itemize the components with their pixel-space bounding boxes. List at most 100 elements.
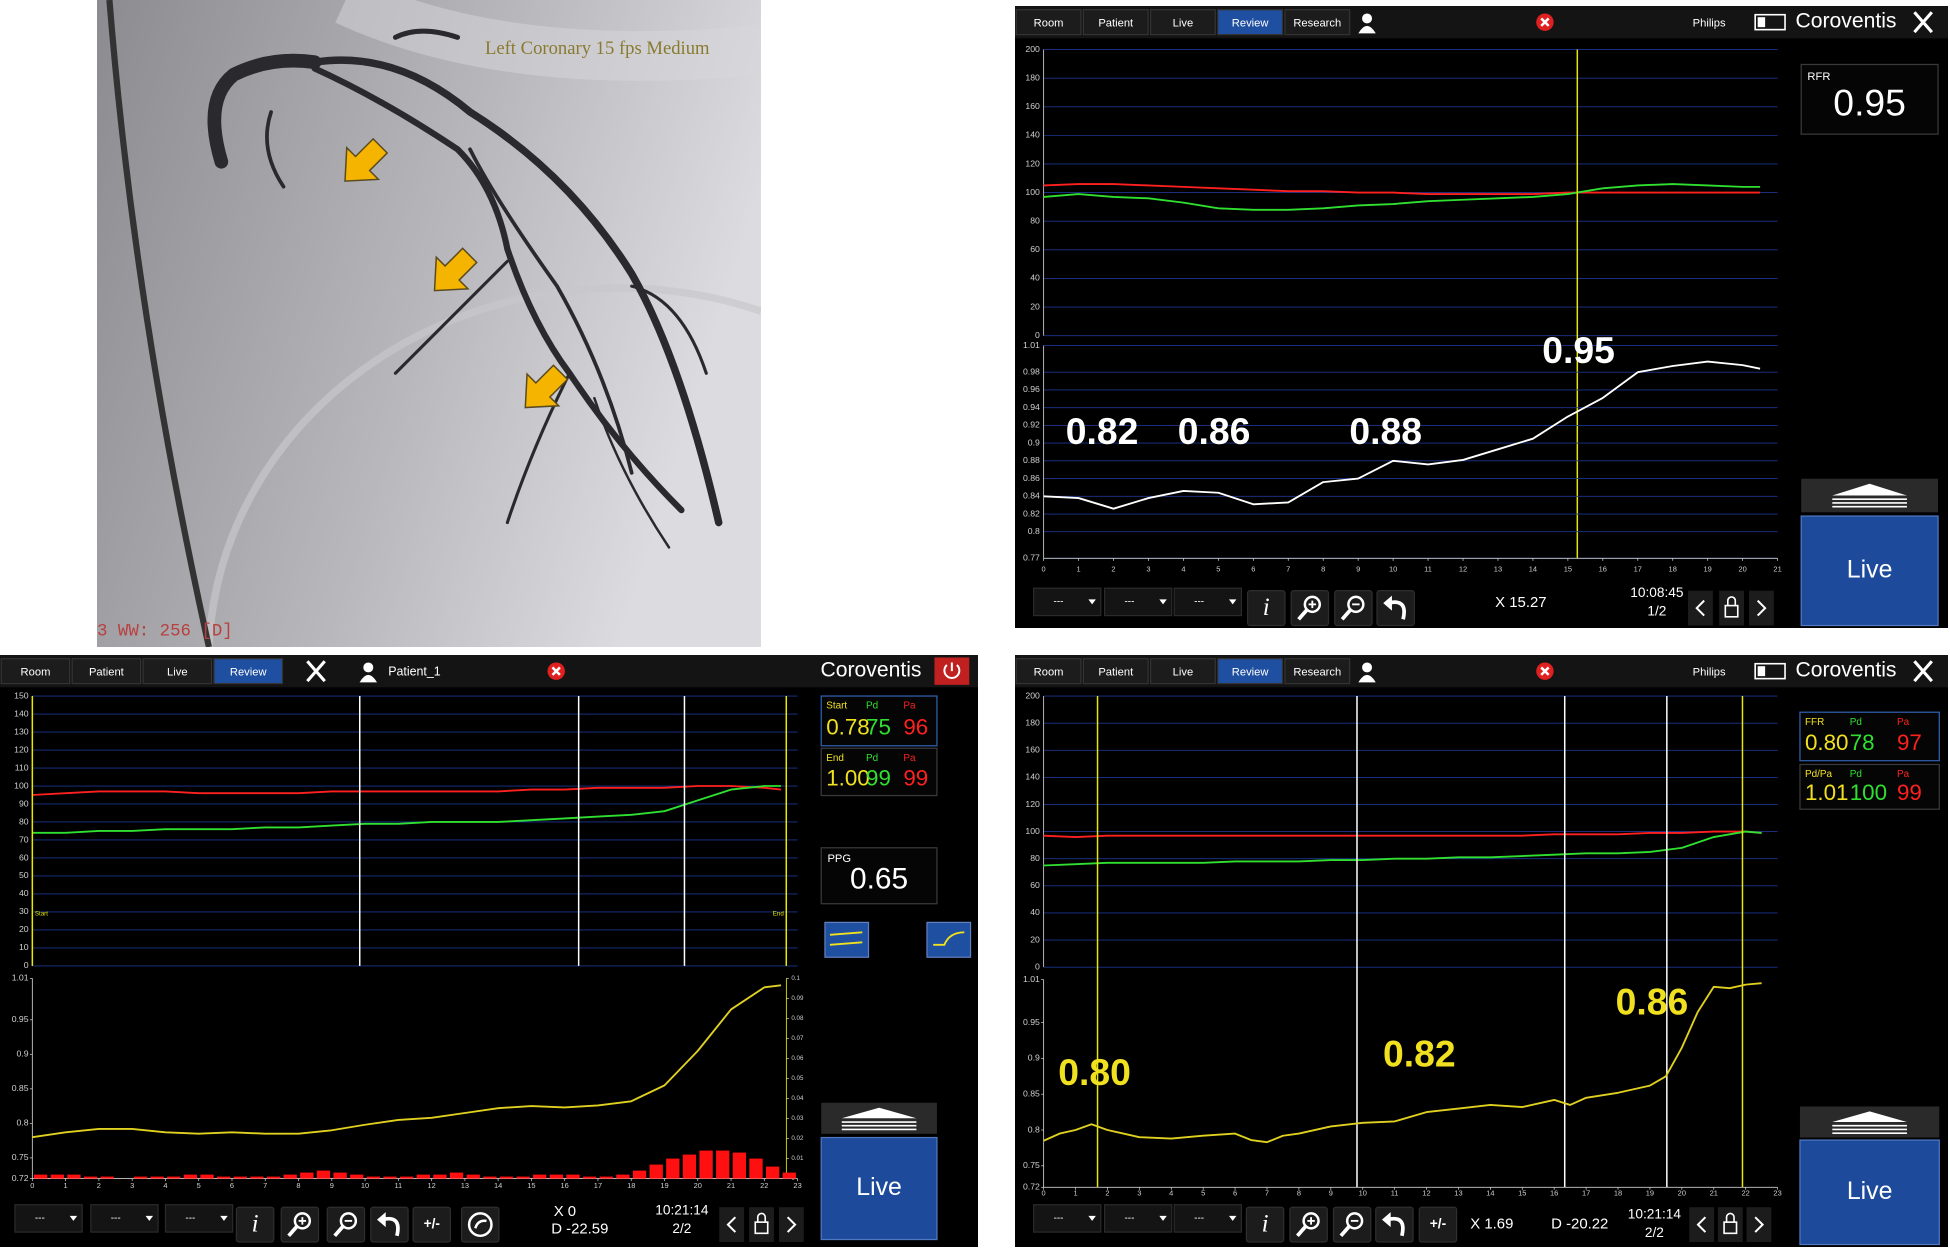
- settings-icon[interactable]: [1913, 660, 1933, 683]
- toolbar-button[interactable]: [1247, 590, 1286, 627]
- x-tick-label: 19: [660, 1181, 668, 1190]
- toolbar-button[interactable]: [280, 1206, 320, 1243]
- prev-button[interactable]: [1688, 590, 1713, 626]
- bar: [666, 1158, 680, 1179]
- lock-button[interactable]: [749, 1207, 774, 1243]
- settings-icon[interactable]: [1913, 11, 1933, 34]
- tab[interactable]: [0, 658, 71, 685]
- power-button[interactable]: [934, 657, 970, 685]
- toolbar-button[interactable]: [1289, 1206, 1328, 1243]
- x-tick-label: 0: [1042, 565, 1046, 574]
- next-button[interactable]: [778, 1207, 804, 1243]
- bar: [167, 1176, 181, 1179]
- value-box: [1799, 763, 1940, 810]
- y2-tick-label: 0.08: [791, 1015, 804, 1022]
- lock-button[interactable]: [1719, 590, 1744, 626]
- x-tick-label: 10: [1389, 565, 1397, 574]
- toolbar-button[interactable]: [1376, 590, 1415, 627]
- bar: [283, 1174, 297, 1179]
- x-tick-label: 18: [627, 1181, 635, 1190]
- y-tick-label: 0.85: [1023, 1088, 1040, 1098]
- tab[interactable]: [1015, 9, 1082, 36]
- toolbar-button[interactable]: [461, 1206, 500, 1243]
- dropdown[interactable]: [90, 1204, 159, 1233]
- tab[interactable]: [1217, 658, 1284, 685]
- toolbar-button[interactable]: [1375, 1206, 1414, 1243]
- tab[interactable]: [1284, 9, 1351, 36]
- toolbar-button[interactable]: [235, 1206, 275, 1243]
- y-tick-label: 80: [19, 816, 29, 826]
- dropdown[interactable]: [1033, 587, 1102, 617]
- tab[interactable]: [1149, 9, 1216, 36]
- toolbar-button[interactable]: [412, 1206, 452, 1243]
- mode-button[interactable]: [824, 921, 870, 958]
- toolbar-button[interactable]: [326, 1206, 366, 1243]
- value: 0.78: [826, 714, 870, 739]
- user-icon: [1362, 662, 1373, 673]
- acquisition-caption: Left Coronary 15 fps Medium: [485, 38, 710, 59]
- dropdown[interactable]: [1103, 587, 1173, 617]
- toolbar-button[interactable]: [1290, 590, 1330, 627]
- bar: [200, 1174, 214, 1179]
- x-tick-label: 15: [1518, 1188, 1526, 1197]
- toolbar-button[interactable]: [1418, 1206, 1458, 1243]
- live-button[interactable]: [820, 1136, 938, 1241]
- value: 0.95: [1833, 81, 1906, 123]
- dropdown[interactable]: [1033, 1204, 1102, 1233]
- prev-button[interactable]: [719, 1207, 745, 1243]
- mode-button[interactable]: [926, 921, 972, 958]
- tab[interactable]: [142, 658, 213, 685]
- bar: [366, 1176, 381, 1179]
- tab-label: Patient: [1098, 17, 1134, 29]
- series-line: [1043, 830, 1762, 867]
- vendor: Philips: [1693, 17, 1726, 29]
- value-box: [1800, 63, 1939, 135]
- x-tick-label: 13: [1494, 565, 1502, 574]
- heart-contour: [205, 284, 761, 647]
- tab[interactable]: [71, 658, 142, 685]
- arrows: [344, 137, 569, 409]
- redo-arrow: [474, 1219, 487, 1229]
- tab[interactable]: [1217, 9, 1284, 36]
- dropdown[interactable]: [164, 1204, 234, 1233]
- y-tick-label: 0.75: [1023, 1160, 1040, 1170]
- bar: [466, 1174, 480, 1179]
- bar: [582, 1176, 597, 1179]
- dropdown[interactable]: [1103, 1204, 1173, 1233]
- tab[interactable]: [1082, 658, 1149, 685]
- dropdown[interactable]: [1173, 587, 1243, 617]
- toolbar-button[interactable]: [1332, 1206, 1372, 1243]
- dropdown-value: ---: [185, 1213, 195, 1224]
- y-tick-label: 0.77: [1023, 553, 1040, 563]
- tab[interactable]: [1082, 9, 1149, 36]
- tab[interactable]: [1149, 658, 1216, 685]
- tab[interactable]: [1015, 658, 1082, 685]
- tab[interactable]: [213, 658, 284, 685]
- toolbar-button[interactable]: [370, 1206, 409, 1243]
- next-button[interactable]: [1748, 590, 1774, 626]
- dropdown[interactable]: [14, 1204, 83, 1233]
- zoom-lens: [1345, 1212, 1364, 1230]
- settings-icon[interactable]: [306, 660, 326, 683]
- live-button[interactable]: [1800, 515, 1939, 627]
- x-tick-label: 7: [263, 1181, 267, 1190]
- dropdown[interactable]: [1173, 1204, 1243, 1233]
- toolbar-button[interactable]: [1245, 1206, 1285, 1243]
- bar: [67, 1174, 81, 1179]
- y2-tick-label: 0.03: [791, 1115, 804, 1122]
- toolbar-button[interactable]: [1334, 590, 1373, 627]
- x-tick-label: 17: [1634, 565, 1642, 574]
- y2-tick-label: 0.06: [791, 1055, 804, 1062]
- bar: [616, 1174, 630, 1179]
- bar: [549, 1174, 564, 1179]
- plus-minus-icon: +/-: [1430, 1216, 1446, 1231]
- next-button[interactable]: [1746, 1207, 1772, 1243]
- catheter: [106, 0, 212, 647]
- prev-button[interactable]: [1689, 1207, 1715, 1243]
- y-tick-label: 0: [24, 960, 29, 970]
- live-button[interactable]: [1799, 1139, 1940, 1246]
- lock-button[interactable]: [1717, 1207, 1743, 1243]
- tab[interactable]: [1284, 658, 1351, 685]
- x-tick-label: 21: [727, 1181, 735, 1190]
- value: 97: [1897, 730, 1922, 755]
